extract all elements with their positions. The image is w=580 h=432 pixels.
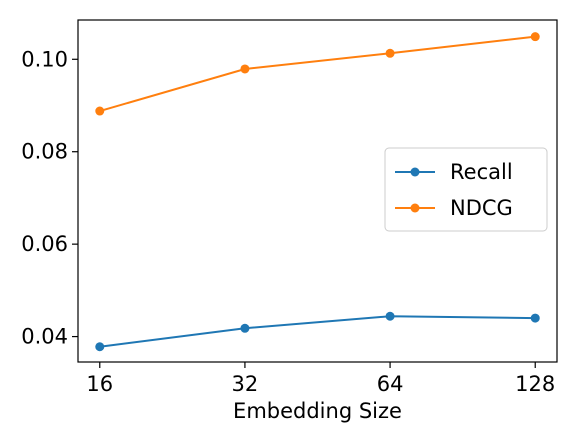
y-tick-label: 0.08 (21, 140, 68, 164)
series-line-recall (99, 315, 536, 348)
series-ndcg (95, 32, 540, 116)
x-tick-label: 128 (515, 372, 555, 396)
series-line-ndcg (99, 35, 536, 113)
x-tick-label: 32 (232, 372, 259, 396)
data-point-recall (95, 342, 105, 352)
data-point-recall (385, 311, 395, 321)
x-tick-label: 16 (86, 372, 113, 396)
data-point-recall (530, 313, 540, 323)
x-axis-label: Embedding Size (233, 399, 402, 423)
data-point-ndcg (530, 32, 540, 42)
legend-label: Recall (450, 160, 513, 184)
data-point-recall (240, 323, 250, 333)
y-tick-label: 0.06 (21, 232, 68, 256)
legend-marker (410, 167, 420, 177)
legend-box (384, 147, 548, 232)
legend-marker (410, 203, 420, 213)
series-recall (95, 311, 540, 352)
y-tick-label: 0.04 (21, 325, 68, 349)
data-point-ndcg (240, 64, 250, 74)
data-point-ndcg (385, 48, 395, 58)
legend: Recall NDCG (384, 147, 548, 232)
x-tick-label: 64 (377, 372, 404, 396)
y-tick-label: 0.10 (21, 47, 68, 71)
legend-label: NDCG (450, 196, 513, 220)
data-point-ndcg (95, 106, 105, 116)
